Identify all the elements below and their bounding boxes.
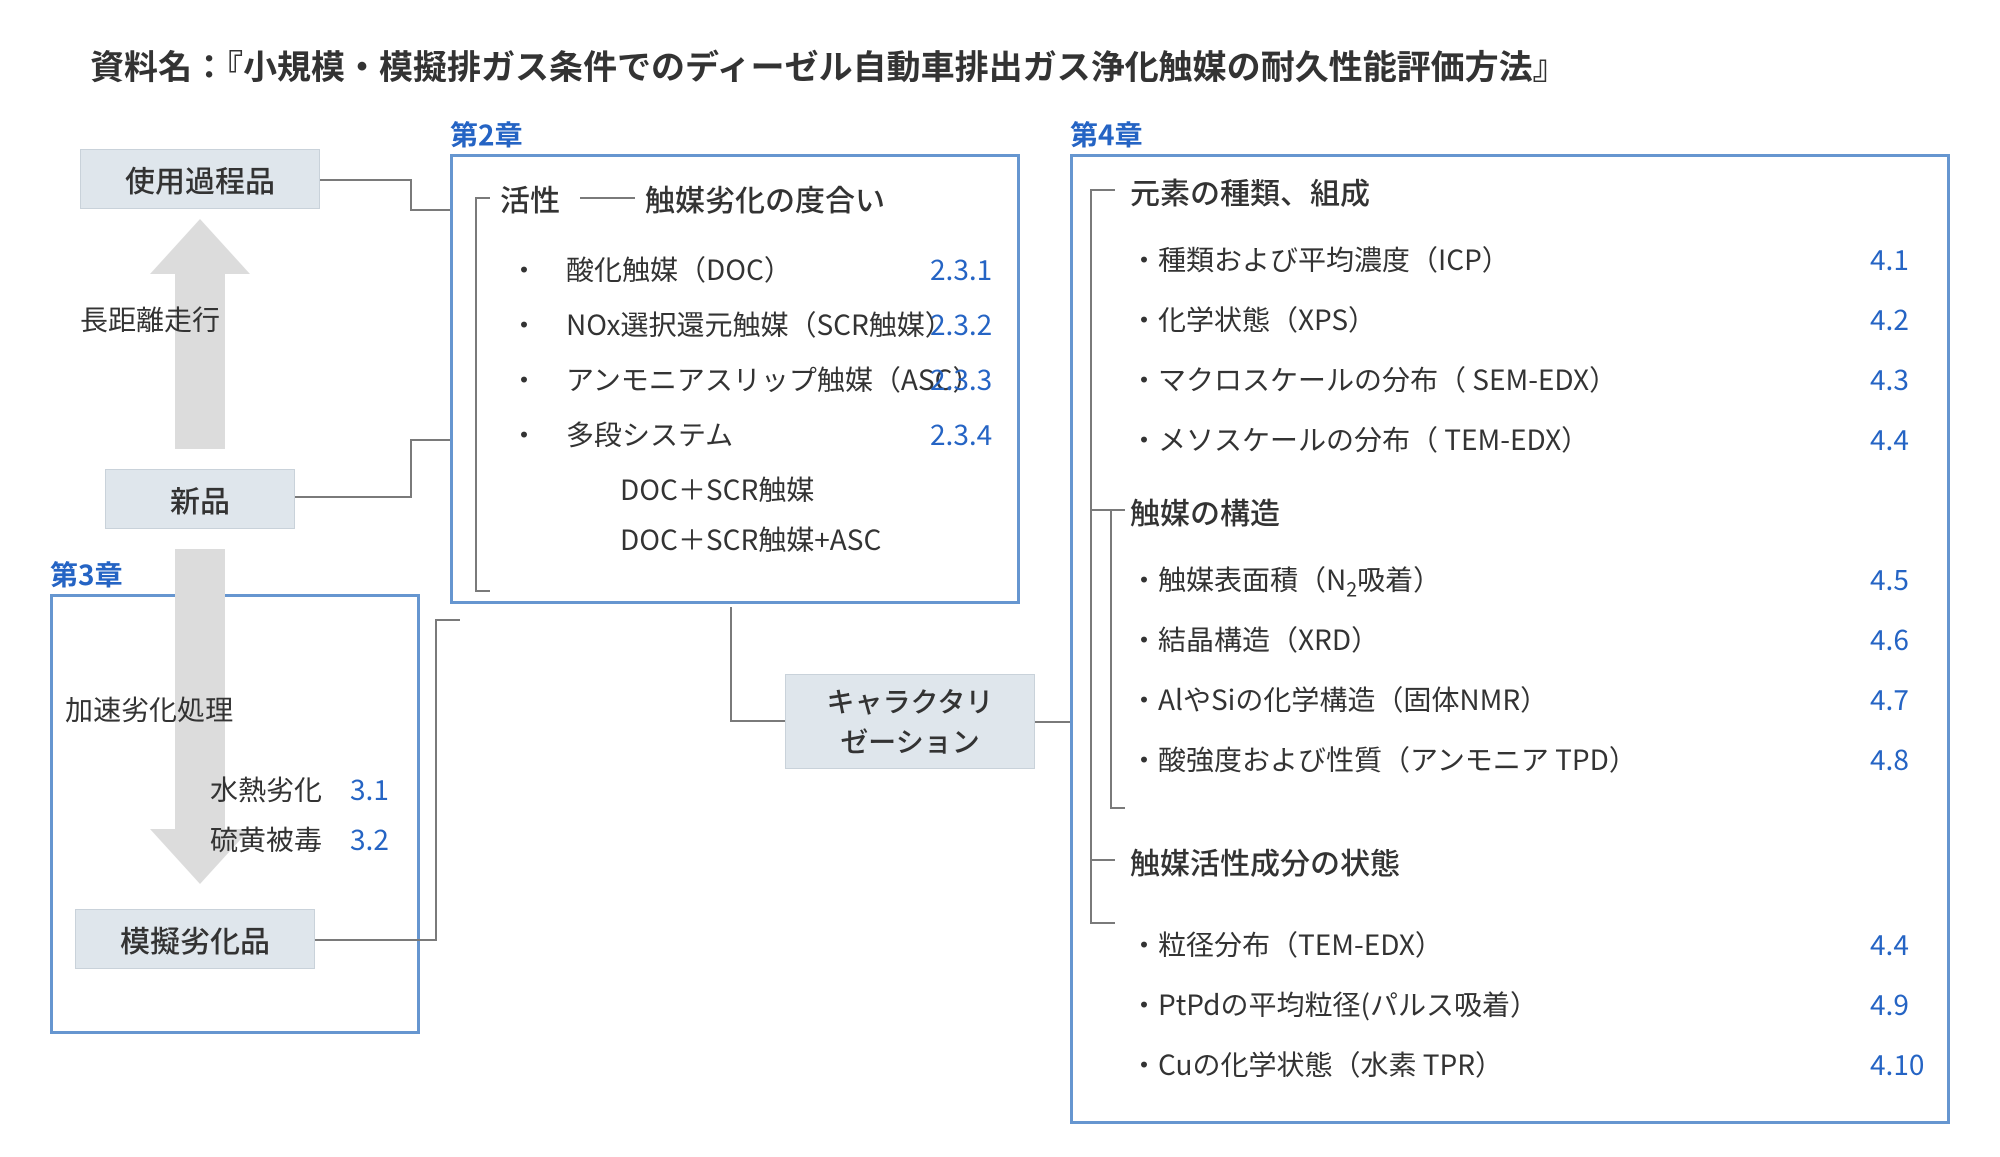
connector-line — [315, 939, 435, 941]
used-product-box: 使用過程品 — [80, 149, 320, 209]
accel-degradation-label: 加速劣化処理 — [65, 689, 233, 729]
hydrothermal-label: 水熱劣化 — [210, 769, 322, 809]
ch4-s1-item4: ・メソスケールの分布（ TEM-EDX） — [1130, 419, 1589, 459]
ch4-s1-item2: ・化学状態（XPS） — [1130, 299, 1376, 339]
ref-4-10: 4.10 — [1870, 1044, 1924, 1084]
ref-2-3-3: 2.3.3 — [930, 359, 992, 399]
connector-line — [475, 197, 490, 199]
connector-line — [1110, 807, 1125, 809]
ch2-item-4: ・ 多段システム — [510, 414, 733, 454]
connector-line — [1110, 509, 1125, 511]
connector-line — [475, 590, 490, 592]
ch2-multi1: DOC＋SCR触媒 — [620, 469, 814, 509]
connector-line — [1035, 721, 1070, 723]
ch4-s1-item3: ・マクロスケールの分布（ SEM-EDX） — [1130, 359, 1617, 399]
connector-line — [1090, 859, 1115, 861]
ch4-s1-item1: ・種類および平均濃度（ICP） — [1130, 239, 1510, 279]
ch2-item-2: ・ NOx選択還元触媒（SCR触媒） — [510, 304, 953, 344]
sulfur-label: 硫黄被毒 — [210, 819, 322, 859]
ref-4-9: 4.9 — [1870, 984, 1909, 1024]
connector-line — [475, 197, 477, 592]
ch4-s3-item2: ・PtPdの平均粒径(パルス吸着） — [1130, 984, 1538, 1024]
ch2-item-3: ・ アンモニアスリップ触媒（ASC） — [510, 359, 980, 399]
new-product-box: 新品 — [105, 469, 295, 529]
ref-4-5: 4.5 — [1870, 559, 1909, 599]
ch4-section1-label: 元素の種類、組成 — [1120, 167, 1380, 215]
chapter2-label: 第2章 — [450, 114, 523, 154]
ch4-section3-label: 触媒活性成分の状態 — [1120, 837, 1410, 885]
characterization-box: キャラクタリ ゼーション — [785, 674, 1035, 769]
ch4-s2-item2: ・結晶構造（XRD） — [1130, 619, 1379, 659]
connector-line — [580, 197, 640, 199]
connector-line — [730, 720, 785, 722]
ch4-s3-item1: ・粒径分布（TEM-EDX） — [1130, 924, 1443, 964]
ch4-s2-item3: ・AlやSiの化学構造（固体NMR） — [1130, 679, 1548, 719]
connector-line — [1090, 189, 1092, 924]
connector-line — [410, 439, 450, 441]
connector-line — [410, 209, 450, 211]
diagram-canvas: 使用過程品 長距離走行 新品 第3章 加速劣化処理 水熱劣化 3.1 硫黄被毒 … — [50, 119, 1950, 1139]
ref-4-2: 4.2 — [1870, 299, 1909, 339]
connector-line — [435, 619, 437, 941]
connector-line — [730, 607, 732, 722]
connector-line — [410, 439, 412, 498]
connector-line — [1090, 922, 1115, 924]
ref-4-8: 4.8 — [1870, 739, 1909, 779]
ch4-s2-item1: ・触媒表面積（N2吸着） — [1130, 559, 1441, 603]
ref-2-3-1: 2.3.1 — [930, 249, 992, 289]
chapter3-label: 第3章 — [50, 554, 123, 594]
chapter4-label: 第4章 — [1070, 114, 1143, 154]
ch2-multi2: DOC＋SCR触媒+ASC — [620, 519, 881, 559]
ref-4-4b: 4.4 — [1870, 924, 1909, 964]
ref-4-4: 4.4 — [1870, 419, 1909, 459]
ref-3-1: 3.1 — [350, 769, 389, 809]
activity-label: 活性 — [490, 174, 570, 222]
ch4-s2-item4: ・酸強度および性質（アンモニア TPD） — [1130, 739, 1637, 779]
ref-4-6: 4.6 — [1870, 619, 1909, 659]
ch4-section2-label: 触媒の構造 — [1120, 487, 1290, 535]
ch4-s3-item3: ・Cuの化学状態（水素 TPR） — [1130, 1044, 1503, 1084]
connector-line — [1110, 509, 1112, 809]
ref-4-3: 4.3 — [1870, 359, 1909, 399]
connector-line — [410, 179, 412, 209]
arrow-up-icon — [150, 219, 250, 274]
ch2-item-1: ・ 酸化触媒（DOC） — [510, 249, 792, 289]
ref-2-3-4: 2.3.4 — [930, 414, 992, 454]
ref-2-3-2: 2.3.2 — [930, 304, 992, 344]
long-distance-label: 長距離走行 — [80, 299, 220, 339]
connector-line — [320, 179, 410, 181]
ref-3-2: 3.2 — [350, 819, 389, 859]
ref-4-1: 4.1 — [1870, 239, 1909, 279]
simulated-product-box: 模擬劣化品 — [75, 909, 315, 969]
ref-4-7: 4.7 — [1870, 679, 1909, 719]
connector-line — [435, 619, 460, 621]
connector-line — [295, 496, 410, 498]
document-title: 資料名：『小規模・模擬排ガス条件でのディーゼル自動車排出ガス浄化触媒の耐久性能評… — [90, 40, 1950, 89]
connector-line — [1090, 189, 1115, 191]
degree-label: 触媒劣化の度合い — [635, 174, 895, 222]
